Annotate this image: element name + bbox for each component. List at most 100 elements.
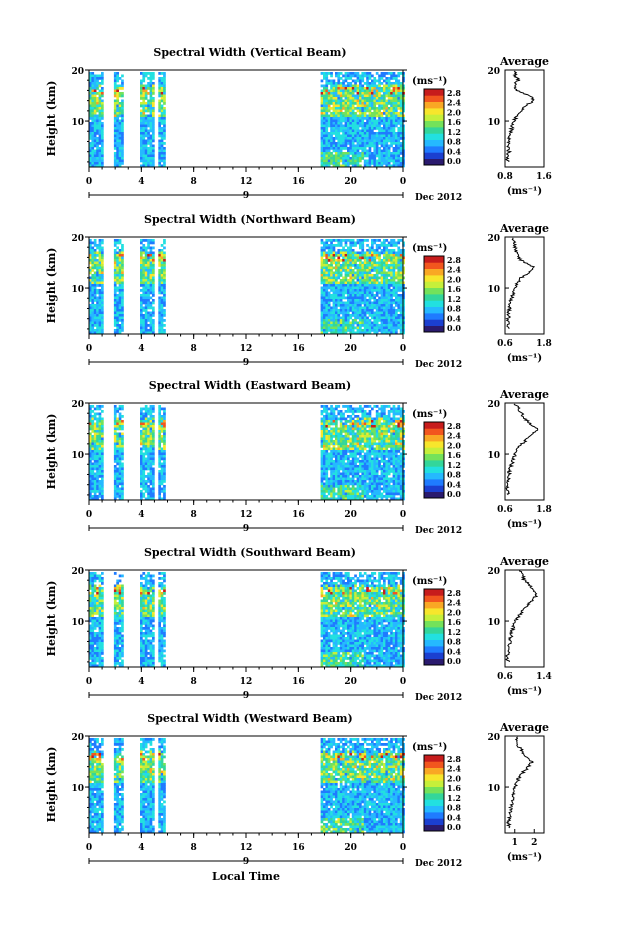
heatmap-cell bbox=[89, 407, 92, 411]
heatmap-cell bbox=[149, 256, 153, 260]
heatmap-cell bbox=[98, 457, 102, 461]
heatmap-cell bbox=[118, 274, 122, 277]
heatmap-cell bbox=[140, 442, 143, 446]
heatmap-cell bbox=[387, 149, 391, 153]
heatmap-cell bbox=[335, 407, 338, 411]
heatmap-cell bbox=[399, 97, 403, 100]
heatmap-cell bbox=[91, 301, 95, 305]
heatmap-cell bbox=[89, 152, 92, 155]
colorbar-unit: (ms⁻¹) bbox=[412, 76, 447, 87]
heatmap-cell bbox=[402, 321, 405, 325]
heatmap-cell bbox=[149, 274, 153, 277]
heatmap-cell bbox=[330, 279, 333, 282]
heatmap-cell bbox=[116, 259, 119, 262]
heatmap-cell bbox=[325, 331, 329, 335]
heatmap-cell bbox=[373, 149, 377, 153]
heatmap-cell bbox=[93, 480, 97, 483]
heatmap-cell bbox=[399, 157, 403, 160]
heatmap-cell bbox=[385, 239, 389, 242]
heatmap-cell bbox=[147, 259, 150, 262]
heatmap-cell bbox=[142, 102, 146, 105]
heatmap-cell bbox=[330, 144, 333, 148]
heatmap-cell bbox=[144, 410, 148, 413]
heatmap-cell bbox=[339, 142, 343, 145]
heatmap-cell bbox=[354, 311, 357, 315]
heatmap-cell bbox=[347, 450, 350, 453]
heatmap-cell bbox=[387, 84, 391, 88]
heatmap-cell bbox=[392, 241, 396, 245]
heatmap-cell bbox=[147, 82, 150, 85]
heatmap-cell bbox=[93, 84, 97, 88]
heatmap-cell bbox=[390, 244, 393, 247]
heatmap-cell bbox=[149, 495, 153, 498]
heatmap-cell bbox=[380, 164, 384, 168]
heatmap-cell bbox=[347, 152, 350, 155]
heatmap-cell bbox=[378, 239, 381, 242]
heatmap-cell bbox=[113, 271, 117, 275]
heatmap-cell bbox=[89, 127, 92, 130]
heatmap-cell bbox=[399, 314, 403, 317]
heatmap-cell bbox=[96, 99, 99, 103]
heatmap-cell bbox=[392, 301, 396, 305]
heatmap-cell bbox=[327, 467, 331, 471]
heatmap-cell bbox=[402, 249, 405, 252]
heatmap-cell bbox=[147, 329, 150, 332]
heatmap-cell bbox=[339, 249, 343, 252]
heatmap-cell bbox=[342, 321, 345, 325]
colorbar-swatch bbox=[424, 146, 444, 153]
heatmap-cell bbox=[351, 321, 355, 325]
heatmap-cell bbox=[366, 102, 369, 105]
heatmap-cell bbox=[140, 460, 143, 463]
heatmap-cell bbox=[387, 127, 391, 130]
heatmap-cell bbox=[339, 119, 343, 123]
heatmap-cell bbox=[118, 114, 122, 118]
heatmap-cell bbox=[140, 284, 143, 287]
heatmap-cell bbox=[351, 294, 355, 297]
heatmap-cell bbox=[98, 107, 102, 110]
heatmap-cell bbox=[320, 299, 324, 302]
heatmap-cell bbox=[113, 274, 117, 277]
heatmap-cell bbox=[380, 129, 384, 133]
heatmap-cell bbox=[89, 462, 92, 466]
heatmap-cell bbox=[158, 422, 161, 426]
heatmap-cell bbox=[344, 137, 348, 140]
heatmap-cell bbox=[390, 256, 393, 260]
heatmap-cell bbox=[351, 139, 355, 143]
heatmap-cell bbox=[327, 487, 331, 491]
heatmap-cell bbox=[325, 109, 329, 113]
heatmap-cell bbox=[368, 94, 372, 98]
heatmap-cell bbox=[385, 281, 389, 285]
heatmap-cell bbox=[160, 316, 164, 320]
heatmap-cell bbox=[332, 462, 336, 466]
heatmap-cell bbox=[392, 309, 396, 312]
heatmap-cell bbox=[361, 316, 365, 320]
heatmap-cell bbox=[118, 164, 122, 168]
heatmap-cell bbox=[327, 79, 331, 83]
heatmap-cell bbox=[101, 452, 104, 456]
heatmap-cell bbox=[402, 104, 405, 108]
heatmap-cell bbox=[361, 117, 365, 120]
heatmap-cell bbox=[140, 89, 143, 93]
heatmap-cell bbox=[387, 164, 391, 168]
heatmap-cell bbox=[332, 157, 336, 160]
heatmap-cell bbox=[342, 490, 345, 493]
heatmap-cell bbox=[380, 259, 384, 262]
heatmap-cell bbox=[121, 329, 124, 332]
heatmap-cell bbox=[121, 482, 124, 486]
heatmap-cell bbox=[158, 79, 161, 83]
heatmap-cell bbox=[320, 437, 324, 441]
heatmap-cell bbox=[383, 94, 386, 98]
heatmap-cell bbox=[371, 254, 374, 257]
heatmap-cell bbox=[390, 89, 393, 93]
heatmap-cell bbox=[368, 251, 372, 255]
heatmap-cell bbox=[354, 82, 357, 85]
heatmap-cell bbox=[373, 289, 377, 292]
heatmap-cell bbox=[344, 147, 348, 150]
heatmap-cell bbox=[121, 319, 124, 322]
heatmap-cell bbox=[160, 134, 164, 138]
heatmap-cell bbox=[402, 329, 405, 332]
heatmap-cell bbox=[339, 321, 343, 325]
heatmap-cell bbox=[101, 477, 104, 481]
heatmap-cell bbox=[149, 87, 153, 90]
heatmap-cell bbox=[320, 465, 324, 468]
